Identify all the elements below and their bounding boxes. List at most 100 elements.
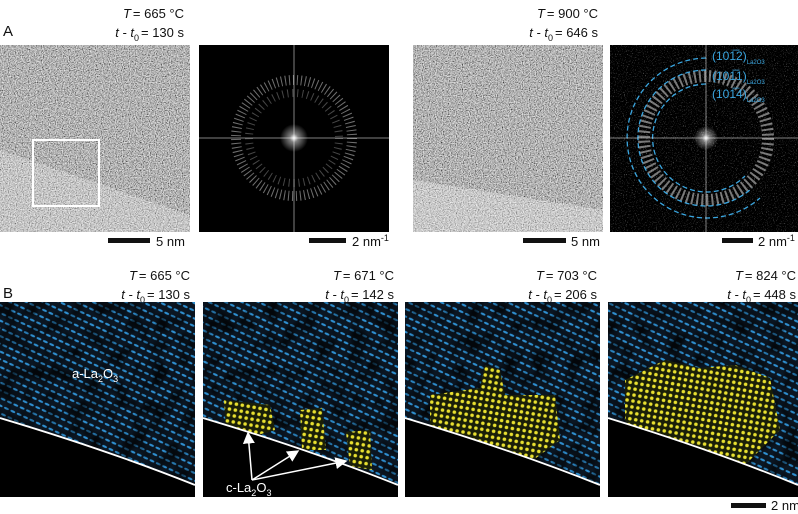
symbol: T	[735, 268, 744, 283]
value: = 665 °C	[139, 268, 190, 283]
subscript: 0	[140, 295, 145, 305]
temperature-label: T = 900 °C	[537, 6, 598, 21]
vacuum	[405, 418, 600, 497]
text: 5 nm	[156, 234, 185, 249]
symbol: T	[537, 6, 546, 21]
map-image	[0, 302, 196, 497]
tem-image	[413, 45, 603, 232]
subscript: 0	[548, 33, 553, 43]
subscript: 0	[344, 295, 349, 305]
symbol: T	[536, 268, 545, 283]
index: (101̅1)	[712, 69, 747, 83]
subscript: 0	[746, 295, 751, 305]
index: (101̅4)	[712, 87, 747, 101]
temperature-label: T = 665 °C	[129, 268, 190, 283]
scale-bar-label: 2 nm-1	[758, 233, 795, 249]
temperature-label: T = 824 °C	[735, 268, 796, 283]
phase-label: a-La2O3	[72, 366, 118, 384]
temperature-label: T = 665 °C	[123, 6, 184, 21]
fft-index: (101̅2)La2O3	[712, 49, 765, 66]
subscript: 2	[251, 488, 256, 498]
time-label: t - t0 = 206 s	[528, 287, 597, 305]
symbol: t - t	[529, 25, 549, 40]
value: = 130 s	[147, 287, 191, 302]
scale-bar-label: 5 nm	[156, 234, 185, 249]
scale-bar	[731, 503, 766, 508]
value: = 824 °C	[745, 268, 796, 283]
arrows	[242, 431, 348, 481]
scale-bar-label: 5 nm	[571, 234, 600, 249]
time-label: t - t0 = 646 s	[529, 25, 598, 43]
fft-index: (101̅4)La2O3	[712, 87, 765, 104]
labels: ABT = 665 °Ct - t0 = 130 sT = 900 °Ct - t0 =…	[3, 6, 798, 513]
symbol: T	[129, 268, 138, 283]
symbol: t - t	[121, 287, 141, 302]
phase: La2O3	[747, 60, 766, 66]
fft-index: (101̅1)La2O3	[712, 69, 765, 86]
index: (101̅2)	[712, 49, 747, 63]
text: 5 nm	[571, 234, 600, 249]
symbol: t - t	[727, 287, 747, 302]
tem-image	[0, 45, 190, 232]
panel-label: B	[3, 285, 13, 302]
time-label: t - t0 = 142 s	[325, 287, 394, 305]
phase: La2O3	[747, 98, 766, 104]
symbol: t - t	[325, 287, 345, 302]
value: = 900 °C	[547, 6, 598, 21]
value: = 665 °C	[133, 6, 184, 21]
scale-bar	[309, 238, 346, 243]
text: O	[103, 366, 113, 381]
text: c-La	[226, 480, 252, 495]
subscript: 3	[266, 488, 271, 498]
subscript: 2	[98, 374, 103, 384]
value: = 646 s	[555, 25, 599, 40]
symbol: T	[333, 268, 342, 283]
phase-label: c-La2O3	[226, 480, 271, 498]
boundary	[202, 417, 399, 486]
value: = 142 s	[351, 287, 395, 302]
map-images	[0, 302, 798, 497]
map-image	[202, 302, 399, 497]
time-label: t - t0 = 130 s	[121, 287, 190, 305]
scale-bar	[523, 238, 566, 243]
map-image	[607, 302, 798, 497]
value: = 448 s	[753, 287, 797, 302]
subscript: 0	[134, 33, 139, 43]
symbol: t - t	[115, 25, 135, 40]
scale-bar-label: 2 nm	[771, 498, 798, 513]
vacuum	[0, 418, 195, 497]
scale-bar	[722, 238, 753, 243]
value: = 671 °C	[343, 268, 394, 283]
time-label: t - t0 = 448 s	[727, 287, 796, 305]
text: 2 nm	[352, 234, 381, 249]
value: = 703 °C	[546, 268, 597, 283]
boundary	[0, 417, 196, 486]
temperature-label: T = 671 °C	[333, 268, 394, 283]
symbol: t - t	[528, 287, 548, 302]
map-image	[404, 302, 601, 497]
boundary	[607, 417, 798, 486]
value: = 206 s	[554, 287, 598, 302]
symbol: T	[123, 6, 132, 21]
text: 2 nm	[758, 234, 787, 249]
time-label: t - t0 = 130 s	[115, 25, 184, 43]
boundary	[404, 417, 601, 486]
text: a-La	[72, 366, 99, 381]
fft-image	[199, 45, 389, 232]
subscript: 3	[113, 374, 118, 384]
scale-bar-label: 2 nm-1	[352, 233, 389, 249]
fft-image	[610, 45, 798, 232]
value: = 130 s	[141, 25, 185, 40]
vacuum	[608, 418, 798, 497]
panel-label: A	[3, 23, 13, 40]
phase: La2O3	[747, 80, 766, 86]
scale-bar	[108, 238, 150, 243]
subscript: 0	[547, 295, 552, 305]
superscript: -1	[787, 233, 795, 243]
superscript: -1	[381, 233, 389, 243]
temperature-label: T = 703 °C	[536, 268, 597, 283]
crystal-region	[346, 430, 372, 470]
crystal-region	[300, 408, 326, 450]
text: O	[256, 480, 266, 495]
